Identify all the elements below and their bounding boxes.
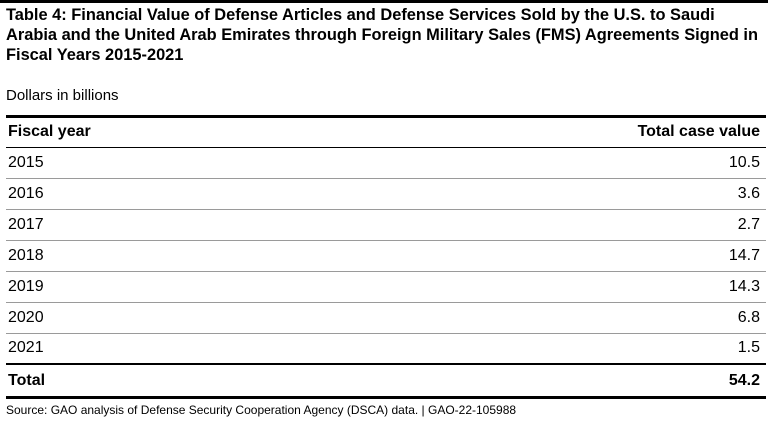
case-value-cell: 10.5 bbox=[317, 147, 766, 179]
fiscal-year-cell: 2021 bbox=[6, 333, 318, 365]
table-row: 2016 3.6 bbox=[6, 178, 766, 210]
table-row: 2019 14.3 bbox=[6, 271, 766, 303]
table-row: 2020 6.8 bbox=[6, 302, 766, 334]
case-value-cell: 6.8 bbox=[317, 302, 766, 334]
source-note: Source: GAO analysis of Defense Security… bbox=[6, 403, 517, 417]
table-subtitle: Dollars in billions bbox=[6, 87, 119, 104]
case-value-cell: 1.5 bbox=[317, 333, 766, 365]
table-row: 2021 1.5 bbox=[6, 333, 766, 365]
fiscal-year-cell: 2015 bbox=[6, 147, 318, 179]
data-table: Fiscal year Total case value 2015 10.5 2… bbox=[6, 115, 766, 399]
table-bottom-rule bbox=[6, 396, 766, 399]
table-row: 2017 2.7 bbox=[6, 209, 766, 241]
case-value-cell: 14.7 bbox=[317, 240, 766, 272]
column-header-total-case-value: Total case value bbox=[317, 118, 766, 148]
fiscal-year-cell: 2016 bbox=[6, 178, 318, 210]
total-row: Total 54.2 bbox=[6, 364, 766, 396]
case-value-cell: 2.7 bbox=[317, 209, 766, 241]
fiscal-year-cell: 2017 bbox=[6, 209, 318, 241]
table-row: 2018 14.7 bbox=[6, 240, 766, 272]
header-row: Fiscal year Total case value bbox=[6, 118, 766, 148]
table-row: 2015 10.5 bbox=[6, 147, 766, 179]
total-label: Total bbox=[8, 371, 46, 389]
header-top-rule bbox=[6, 115, 766, 118]
fiscal-year-cell: 2018 bbox=[6, 240, 318, 272]
case-value-cell: 14.3 bbox=[317, 271, 766, 303]
fiscal-year-cell: 2020 bbox=[6, 302, 318, 334]
total-value: 54.2 bbox=[728, 371, 760, 389]
case-value-cell: 3.6 bbox=[317, 178, 766, 210]
column-header-fiscal-year: Fiscal year bbox=[6, 118, 318, 148]
fiscal-year-cell: 2019 bbox=[6, 271, 318, 303]
table-title: Table 4: Financial Value of Defense Arti… bbox=[6, 6, 758, 64]
top-rule bbox=[0, 0, 768, 3]
